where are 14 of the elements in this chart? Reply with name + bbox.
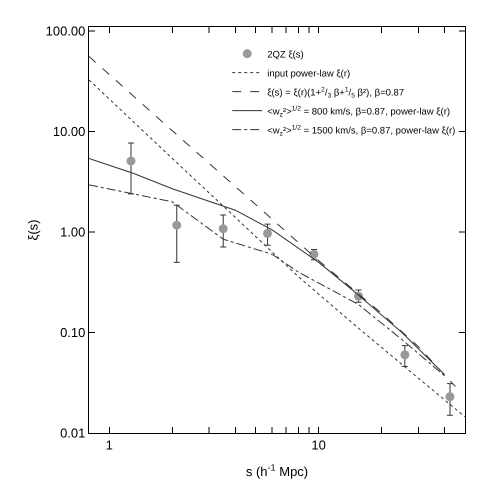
y-tick-label: 1.00 — [60, 224, 86, 240]
legend-label: input power-law ξ(r) — [267, 68, 350, 80]
x-axis-title: s (h$^{-1}$ Mpc) — [246, 462, 308, 480]
legend-label: 2QZ ξ(s) — [267, 49, 304, 60]
legend-label: <w$_{z}$²>$^{1/2}$ = 800 km/s, β=0.87, power-law ξ(r) — [267, 105, 450, 118]
legend-label: <w$_{z}$²>$^{1/2}$ = 1500 km/s, β=0.87, power-law ξ(r) — [267, 124, 456, 138]
x-tick-label: 1 — [106, 438, 113, 453]
text: ξ(s) = ξ(r)(1+$^{2}$/$_{3}$ β+$^{1}$/$_{5}$ β²), β=0.87 — [267, 86, 404, 100]
y-tick-label: 0.01 — [60, 426, 86, 441]
y-axis-title: ξ(s) — [26, 220, 41, 240]
y-tick-label: 10.00 — [52, 124, 86, 140]
y-tick-label: 0.10 — [60, 325, 86, 340]
x-tick-label: 10 — [311, 438, 326, 453]
y-tick-label: 100.00 — [46, 24, 86, 39]
